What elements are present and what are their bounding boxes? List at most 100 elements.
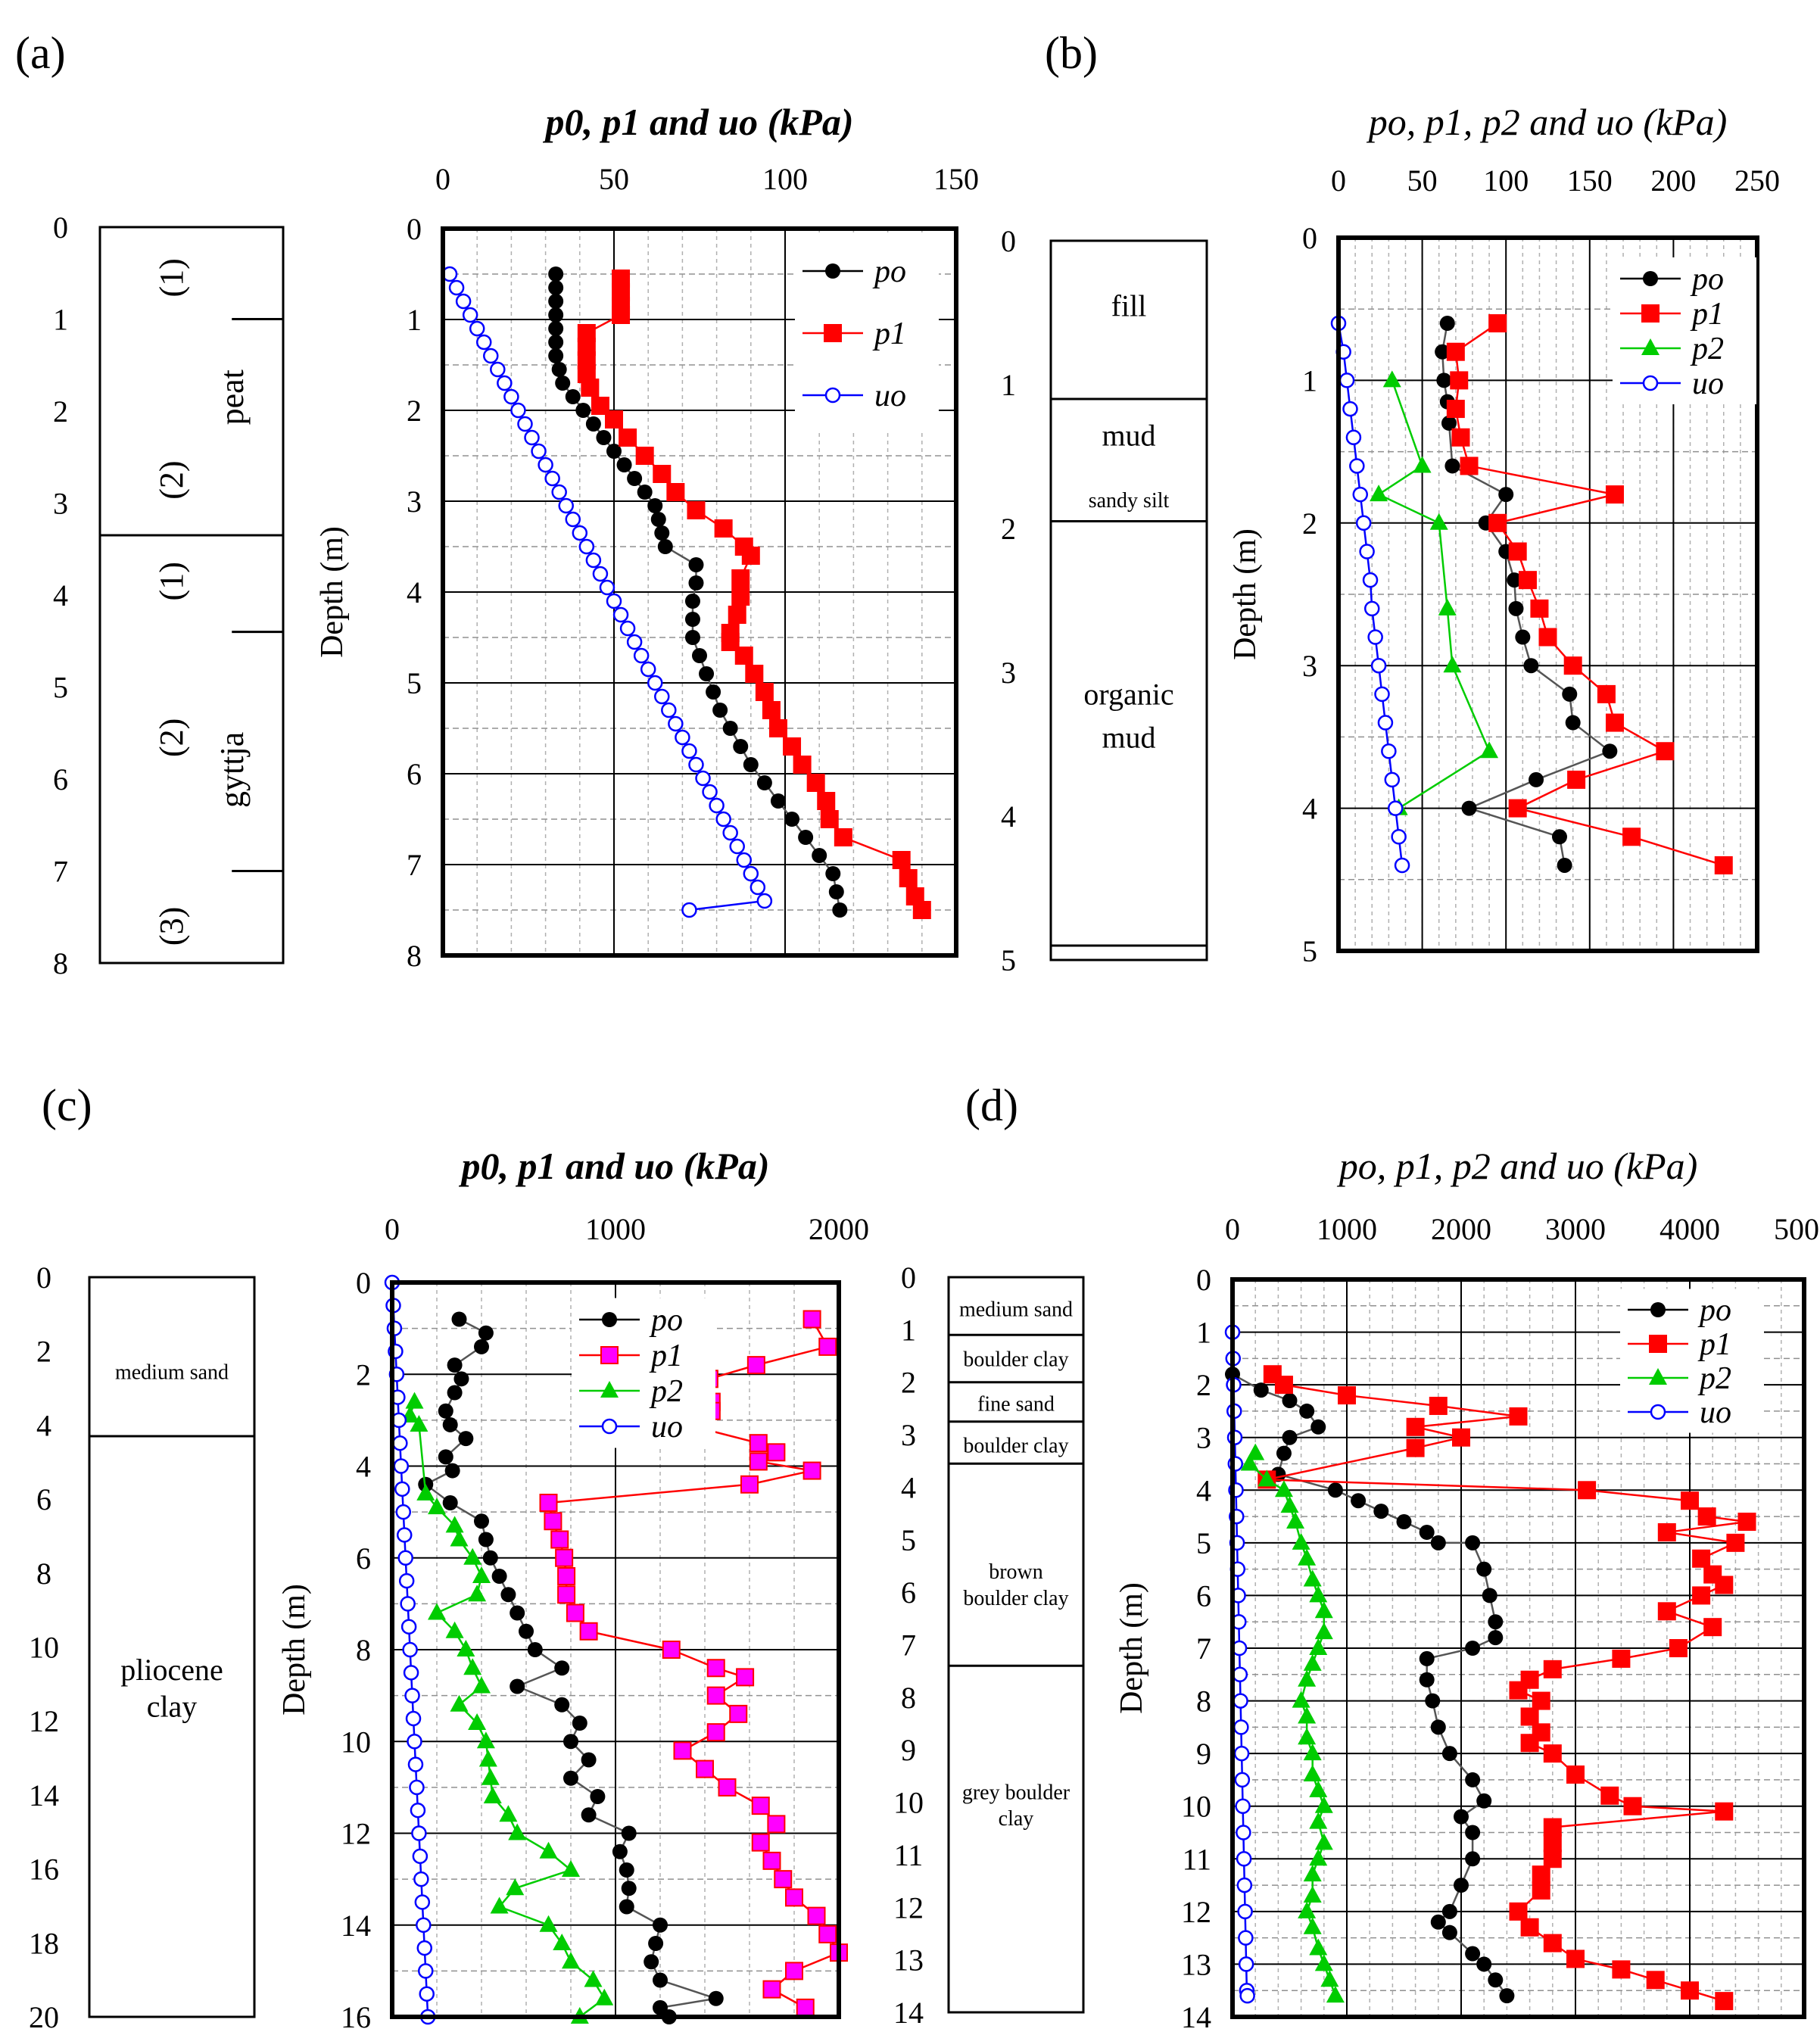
data-point	[733, 739, 749, 754]
data-point	[481, 1768, 500, 1785]
data-point	[1476, 1956, 1492, 1972]
data-point	[619, 620, 636, 637]
data-point	[1406, 1438, 1425, 1457]
data-point	[1309, 1780, 1328, 1797]
data-point	[640, 661, 656, 678]
data-point	[591, 397, 609, 415]
data-point	[714, 519, 733, 538]
data-point	[1367, 629, 1383, 645]
y-tick-label: 0	[1302, 221, 1317, 255]
data-point	[438, 1403, 453, 1419]
data-point	[756, 893, 773, 909]
data-point	[1303, 1653, 1322, 1671]
data-point	[1394, 857, 1410, 874]
data-point	[774, 1870, 793, 1889]
data-point	[1669, 1639, 1688, 1657]
data-point	[1298, 1728, 1317, 1745]
series-line	[1267, 1373, 1747, 2002]
data-point	[729, 1704, 748, 1723]
data-point	[1518, 571, 1537, 590]
data-point	[1430, 1914, 1446, 1930]
strat-box	[1049, 239, 1208, 961]
y-tick-label: 2	[1196, 1368, 1211, 1402]
data-point	[1600, 1786, 1619, 1805]
data-point	[1681, 1491, 1699, 1510]
data-point	[442, 1495, 458, 1510]
legend-marker	[1649, 1335, 1667, 1353]
data-point	[592, 566, 609, 582]
data-point	[1509, 1681, 1528, 1700]
data-point	[749, 1452, 768, 1471]
data-point	[612, 1843, 628, 1859]
data-point	[783, 737, 802, 756]
strat-layer-label: (3)	[153, 907, 190, 946]
data-point	[524, 429, 540, 446]
data-point	[1373, 1504, 1389, 1519]
data-point	[1567, 770, 1586, 789]
data-point	[1298, 1901, 1317, 1918]
strat-depth-tick: 14	[29, 1778, 59, 1812]
legend-label: po	[1697, 1293, 1731, 1328]
data-point	[657, 539, 673, 554]
series-line	[1248, 1452, 1337, 1996]
data-point	[1419, 1650, 1435, 1666]
strat-layer-label: medium sand	[115, 1360, 229, 1384]
data-point	[1543, 1660, 1562, 1678]
strat-layer-label: fine sand	[977, 1392, 1055, 1416]
data-point	[548, 335, 564, 350]
data-point	[1692, 1549, 1711, 1568]
strat-depth-tick: 2	[36, 1335, 51, 1369]
data-point	[455, 293, 472, 310]
plot-frame	[1336, 235, 1759, 953]
data-point	[619, 429, 637, 447]
chart: p0, p1 and uo (kPa) 0 1000 2000 0 2 4 6 8 10 12 14 1…	[277, 1145, 869, 2032]
legend-marker	[600, 1381, 619, 1398]
data-point	[706, 1686, 725, 1705]
data-point	[661, 702, 677, 718]
data-point	[1327, 1482, 1343, 1498]
strat-depth-tick: 4	[53, 578, 68, 612]
strat-layer-label: brown	[989, 1560, 1043, 1584]
data-point	[762, 701, 781, 719]
data-point	[802, 1461, 821, 1480]
y-tick-label: 16	[341, 2000, 371, 2032]
strat-depth-tick: 1	[53, 303, 68, 337]
data-point	[1370, 657, 1387, 674]
data-point	[834, 828, 852, 846]
x-tick-label: 2000	[809, 1212, 869, 1246]
x-tick-label: 200	[1650, 164, 1696, 198]
data-point	[1622, 827, 1641, 846]
data-point	[807, 1906, 826, 1925]
data-point	[483, 1787, 502, 1803]
strat-depth-tick: 8	[53, 946, 68, 980]
data-point	[497, 375, 513, 391]
data-point	[1563, 656, 1582, 675]
data-point	[1529, 771, 1544, 787]
data-point	[1413, 456, 1432, 473]
strat-depth-tick: 9	[901, 1733, 916, 1767]
data-point	[553, 1934, 572, 1950]
data-point	[756, 775, 772, 790]
data-point	[581, 1807, 597, 1823]
strat-layer-label: boulder clay	[963, 1587, 1068, 1610]
data-point	[510, 1678, 525, 1694]
data-point	[1657, 1522, 1676, 1541]
data-point	[1605, 713, 1624, 732]
data-point	[740, 1475, 759, 1494]
data-point	[762, 1980, 781, 1999]
data-point	[418, 1963, 434, 1979]
data-point	[1532, 1865, 1550, 1884]
y-tick-label: 6	[1196, 1579, 1211, 1613]
data-point	[1465, 1946, 1481, 1962]
data-point	[562, 1952, 580, 1969]
data-point	[544, 470, 560, 487]
data-point	[1342, 400, 1358, 417]
data-point	[741, 547, 760, 565]
data-point	[1345, 429, 1362, 446]
data-point	[1362, 572, 1379, 588]
data-point	[1314, 1622, 1333, 1640]
strat-layer-label: (1)	[153, 562, 190, 600]
